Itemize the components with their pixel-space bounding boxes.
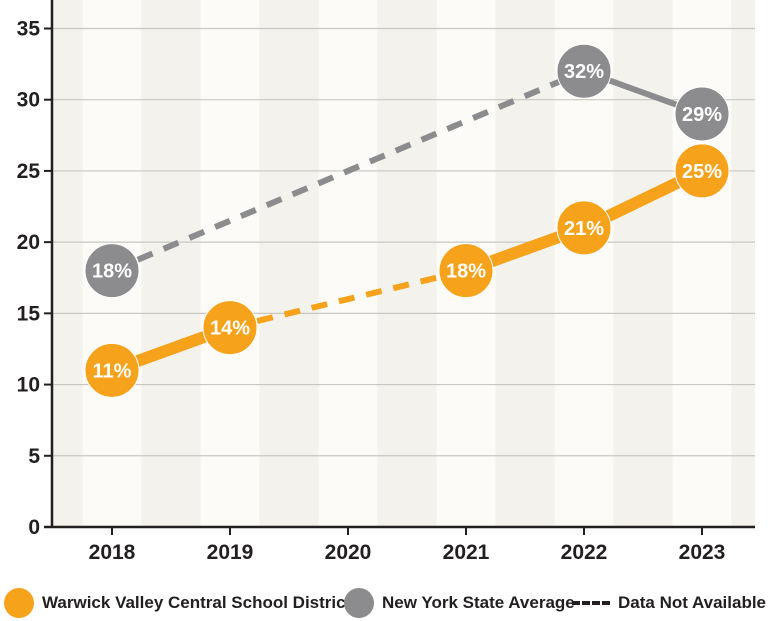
data-label: 18%: [446, 261, 486, 283]
data-label: 18%: [92, 261, 132, 283]
x-tick-label: 2019: [207, 541, 254, 564]
background-band: [495, 0, 555, 527]
axes: 0 5 10 15 20 25 30 35 2018 2019 2020 2021 2022 2023: [17, 0, 755, 564]
legend-item-district: Warwick Valley Central School District: [4, 585, 351, 621]
y-tick-label: 15: [17, 302, 41, 325]
data-point: [556, 43, 612, 99]
data-point: [84, 342, 140, 398]
gridlines: [52, 27, 755, 457]
y-tick-label: 35: [17, 17, 41, 40]
data-point: [202, 300, 258, 356]
line-chart: 0 5 10 15 20 25 30 35 2018 2019 2020 2021 2022 2023 1…: [17, 0, 755, 564]
y-tick-label: 30: [17, 89, 40, 112]
x-tick-label: 2021: [443, 541, 490, 564]
background-band: [318, 0, 378, 527]
series-segment-dashed: [110, 68, 586, 274]
legend-swatch-district: [4, 588, 34, 618]
data-label: 11%: [93, 360, 132, 382]
y-tick-label: 5: [28, 445, 40, 468]
background-band: [200, 0, 260, 527]
data-point: [674, 86, 730, 142]
legend-item-state: New York State Average: [344, 585, 575, 621]
y-tick-label: 25: [17, 160, 41, 183]
legend-item-missing: Data Not Available: [572, 585, 766, 621]
y-tick-label: 10: [17, 374, 40, 397]
data-label: 14%: [210, 318, 250, 340]
legend-label-state: New York State Average: [382, 593, 575, 612]
background-band: [52, 0, 83, 527]
series-segment-dashed: [229, 267, 467, 331]
legend-swatch-state: [344, 588, 374, 618]
x-tick-label: 2018: [89, 541, 136, 564]
y-tick-label: 0: [28, 516, 40, 539]
data-label: 21%: [564, 218, 604, 240]
data-label: 29%: [682, 104, 722, 126]
background-band: [141, 0, 201, 527]
data-label: 32%: [564, 61, 604, 83]
legend-label-district: Warwick Valley Central School District: [42, 593, 352, 612]
legend-dash-icon: [572, 601, 610, 605]
background-band: [259, 0, 319, 527]
x-tick-label: 2023: [679, 541, 726, 564]
data-point: [84, 243, 140, 299]
data-point: [438, 243, 494, 299]
data-point: [674, 143, 730, 199]
legend: Warwick Valley Central School District N…: [0, 585, 768, 621]
x-tick-label: 2022: [561, 541, 608, 564]
series-markers: 11% 14% 18% 21% 25% 18% 32% 29%: [84, 43, 730, 398]
legend-label-missing: Data Not Available: [618, 593, 767, 612]
x-tick-label: 2020: [325, 541, 372, 564]
data-label: 25%: [682, 161, 722, 183]
y-tick-label: 20: [17, 231, 40, 254]
background-band: [731, 0, 755, 527]
background-band: [672, 0, 732, 527]
background-band: [377, 0, 437, 527]
data-point: [556, 200, 612, 256]
background-band: [613, 0, 673, 527]
background-bands: [52, 0, 755, 527]
